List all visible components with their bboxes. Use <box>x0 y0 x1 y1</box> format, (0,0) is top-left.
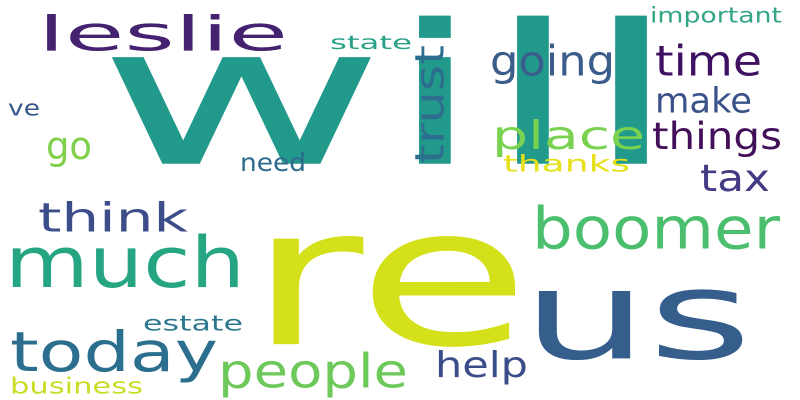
word-us: us <box>522 243 752 388</box>
word-go: go <box>46 123 92 169</box>
word-will: will <box>97 0 680 211</box>
word-make: make <box>655 79 752 121</box>
word-leslie: leslie <box>38 5 288 62</box>
word-trust: trust <box>406 44 454 164</box>
word-going: going <box>490 36 615 86</box>
word-help: help <box>435 343 528 386</box>
word-much: much <box>5 221 245 304</box>
word-tax: tax <box>700 156 770 200</box>
word-today: today <box>10 320 218 385</box>
word-need: need <box>240 147 306 177</box>
word-thanks: thanks <box>503 149 630 177</box>
word-boomer: boomer <box>532 194 780 263</box>
word-think: think <box>38 194 188 242</box>
word-state: state <box>330 31 412 54</box>
word-time: time <box>655 36 762 86</box>
word-place: place <box>492 112 645 159</box>
word-important: important <box>650 3 782 28</box>
word-ve: ve <box>8 95 40 121</box>
word-things: things <box>652 114 782 158</box>
word-estate: estate <box>143 311 243 336</box>
word-re: re <box>248 164 530 391</box>
word-business: business <box>10 373 143 399</box>
word-people: people <box>218 343 408 399</box>
